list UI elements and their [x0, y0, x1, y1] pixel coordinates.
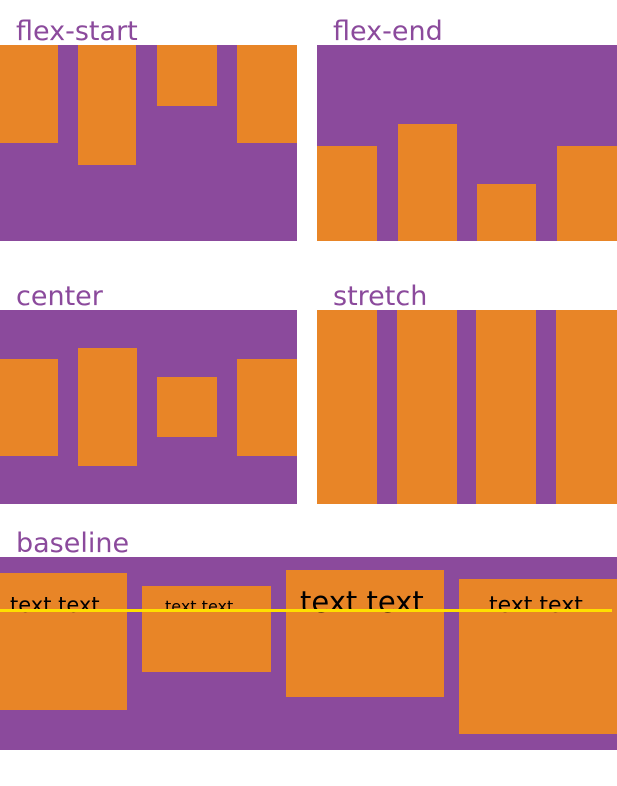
flex-item [317, 146, 377, 241]
flex-item [317, 310, 377, 504]
panel-flex-end: flex-end [317, 18, 617, 241]
flex-item [555, 310, 617, 504]
flex-container-center [0, 310, 297, 504]
panel-flex-start: flex-start [0, 18, 297, 241]
panel-center: center [0, 283, 297, 504]
flex-item [156, 45, 217, 106]
flex-item [0, 45, 58, 143]
panel-title-stretch: stretch [333, 281, 428, 312]
baseline-line [0, 609, 612, 612]
flex-container-flex-end [317, 45, 617, 241]
flex-item [0, 358, 58, 456]
flex-item [477, 184, 537, 241]
panel-title-baseline: baseline [16, 528, 130, 559]
flex-item [236, 45, 297, 143]
panel-title-center: center [16, 281, 103, 312]
baseline-text-item: text text [286, 570, 444, 697]
flex-container-baseline: text text text text text text text text [0, 557, 617, 750]
flex-container-stretch [317, 310, 617, 504]
flex-item [78, 348, 137, 466]
flex-item [476, 310, 537, 504]
baseline-text-item: text text [0, 573, 127, 710]
flex-item [396, 310, 457, 504]
flex-item [157, 377, 217, 437]
panel-title-flex-end: flex-end [333, 16, 443, 47]
baseline-text-item: text text [142, 586, 271, 672]
panel-title-flex-start: flex-start [16, 16, 138, 47]
flex-item [237, 358, 297, 456]
flex-item [78, 45, 137, 165]
panel-stretch: stretch [317, 283, 617, 504]
panel-baseline: baseline text text text text text text text… [0, 530, 617, 750]
baseline-text-item: text text [459, 579, 617, 734]
flex-item [397, 124, 457, 241]
flex-container-flex-start [0, 45, 297, 241]
flex-item [556, 146, 617, 241]
